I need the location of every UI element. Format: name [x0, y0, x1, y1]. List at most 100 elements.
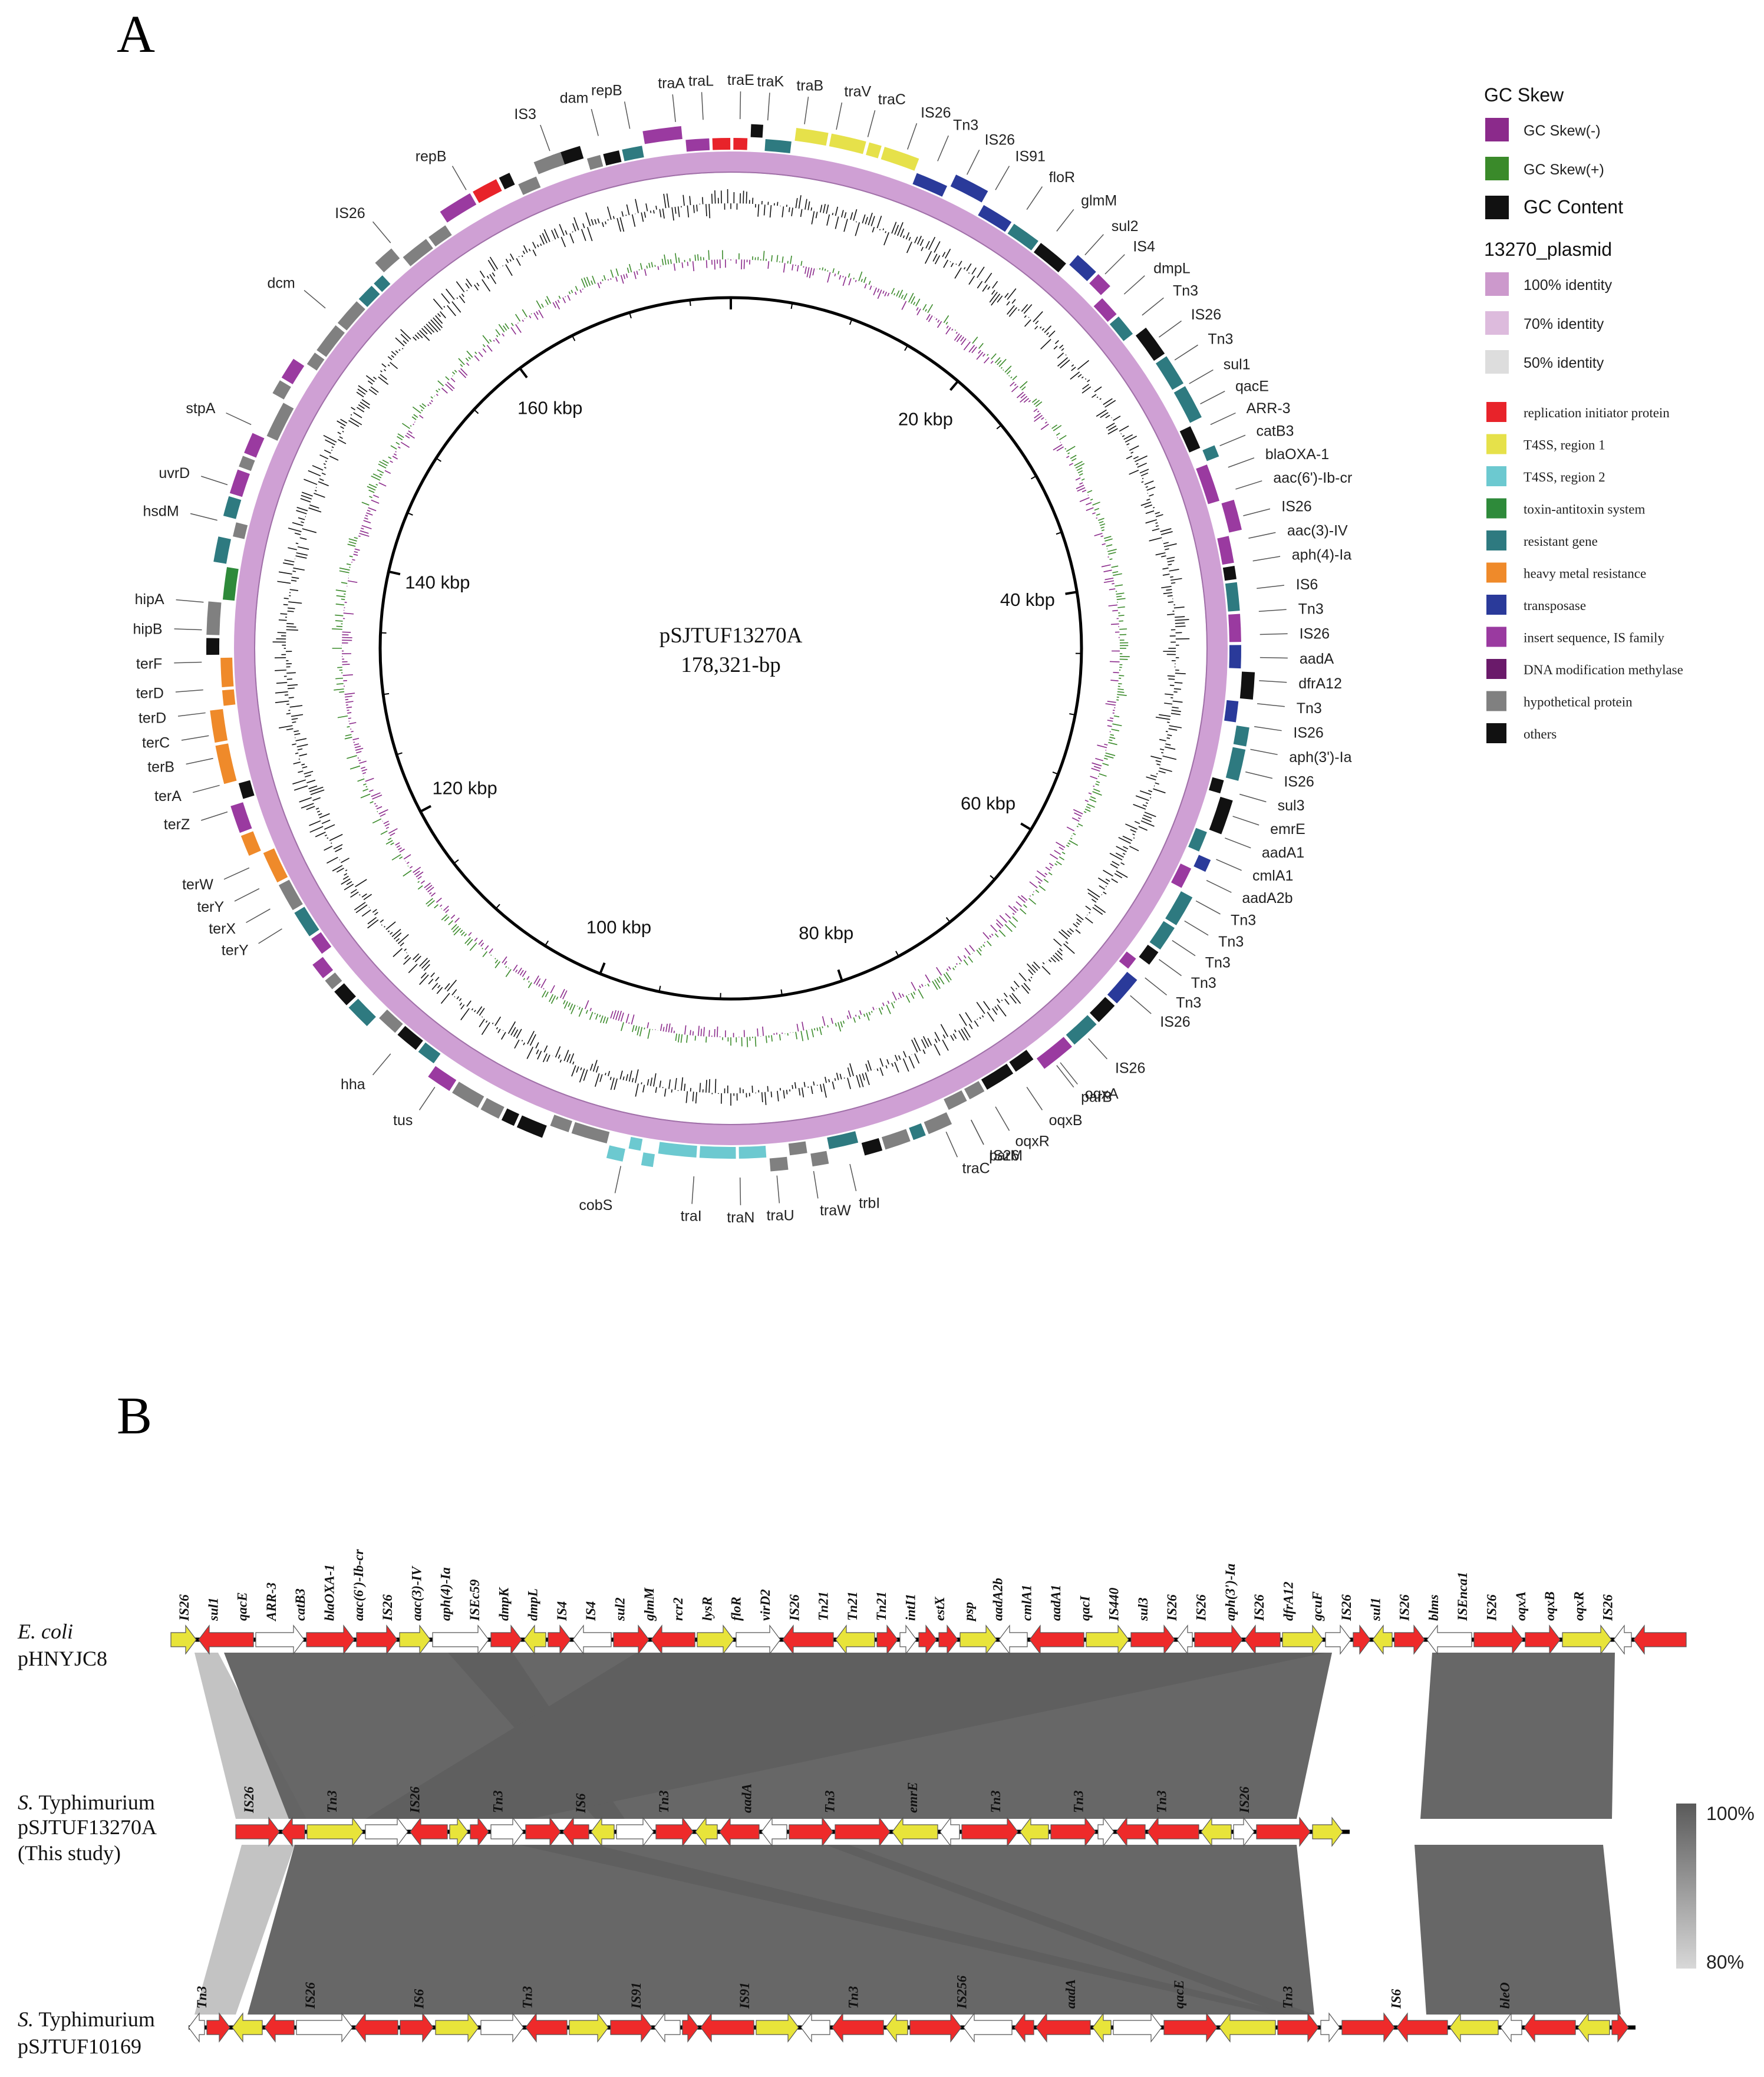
cds-segment: [978, 205, 1012, 232]
legend-label: heavy metal resistance: [1524, 566, 1646, 581]
cds-segment: [379, 1009, 403, 1033]
gc-skew-bar: [1112, 571, 1119, 573]
gene-leader: [1219, 434, 1246, 447]
gc-skew-bar: [1053, 444, 1063, 451]
gc-skew-bar: [426, 898, 433, 905]
gene-arrow: [356, 1624, 398, 1655]
gc-skew-bar: [413, 414, 418, 418]
gc-skew-bar: [943, 973, 950, 983]
gc-content-bar: [286, 703, 290, 705]
gc-skew-bar: [938, 976, 945, 985]
gc-content-bar: [291, 718, 298, 720]
gc-content-bar: [283, 562, 294, 566]
gc-content-bar: [309, 820, 321, 826]
gc-content-bar: [763, 205, 766, 216]
track-gene-label: IS26: [1485, 1594, 1499, 1621]
legend-swatch: [1485, 350, 1509, 374]
gc-skew-bar: [1037, 881, 1041, 884]
gc-content-bar: [542, 233, 548, 243]
gc-content-bar: [329, 833, 343, 841]
gc-skew-bar: [356, 751, 362, 754]
gc-skew-bar: [1090, 796, 1096, 799]
gc-skew-bar: [945, 327, 951, 335]
gc-content-bar: [443, 306, 446, 308]
gene-leader: [1145, 977, 1168, 995]
gc-content-bar: [856, 1075, 861, 1088]
gc-skew-bar: [927, 983, 930, 987]
gc-skew-bar: [417, 876, 422, 880]
gc-content-bar: [1153, 788, 1166, 794]
gc-content-bar: [965, 1012, 972, 1023]
gc-skew-bar: [1061, 852, 1066, 855]
gc-skew-bar: [367, 509, 371, 512]
gc-skew-bar: [378, 482, 387, 487]
gene-label: dfrA12: [1298, 675, 1342, 692]
gene-arrow: [1201, 1816, 1232, 1847]
gc-content-bar: [435, 977, 440, 982]
gc-skew-bar: [502, 333, 505, 337]
gc-skew-bar: [846, 1015, 849, 1020]
gene-arrow: [591, 1816, 615, 1847]
legend-swatch: [1486, 562, 1506, 583]
gc-skew-bar: [1097, 744, 1107, 749]
gene-label: repB: [416, 148, 447, 164]
gc-content-bar: [631, 1077, 634, 1083]
gc-skew-bar: [517, 322, 519, 324]
gc-content-bar: [1008, 307, 1017, 317]
gc-skew-bar: [937, 319, 940, 323]
track-gene-label: IS26: [1397, 1594, 1412, 1621]
gene-arrow: [1353, 1624, 1371, 1655]
cds-segment: [769, 1156, 789, 1172]
gc-skew-bar: [639, 1027, 643, 1037]
gc-content-bar: [430, 319, 441, 331]
legend-swatch: [1486, 659, 1506, 679]
gc-content-bar: [1165, 743, 1171, 746]
gc-content-bar: [899, 228, 905, 238]
gene-arrow: [264, 2012, 295, 2043]
gc-content-bar: [1040, 338, 1051, 350]
gc-content-bar: [283, 598, 289, 599]
gc-skew-bar: [352, 737, 360, 740]
gc-content-bar: [1089, 912, 1091, 914]
gc-skew-bar: [1071, 458, 1077, 461]
gc-content-bar: [1163, 542, 1169, 545]
gc-skew-bar: [937, 321, 942, 328]
gene-leader: [418, 1087, 436, 1110]
gc-skew-bar: [1004, 365, 1012, 373]
gc-skew-bar: [595, 1013, 599, 1020]
gc-content-bar: [1116, 846, 1127, 852]
gc-content-bar: [299, 537, 307, 540]
gc-content-bar: [919, 239, 924, 246]
gc-content-bar: [865, 1072, 870, 1086]
gc-skew-bar: [636, 271, 638, 275]
gc-skew-bar: [1076, 825, 1079, 827]
cds-segment: [733, 138, 748, 150]
gene-label: dam: [560, 90, 589, 107]
gene-arrow: [1029, 1624, 1084, 1655]
gc-content-bar: [423, 325, 433, 335]
gc-skew-bar: [922, 304, 927, 311]
gc-skew-bar: [714, 1028, 716, 1037]
gc-content-bar: [413, 953, 420, 960]
gc-content-bar: [914, 1037, 921, 1051]
gc-content-bar: [1149, 537, 1162, 542]
gene-leader: [1243, 508, 1271, 516]
gc-skew-bar: [919, 985, 921, 988]
kbp-label: 40 kbp: [1000, 589, 1055, 610]
cds-segment: [622, 146, 644, 161]
gc-skew-bar: [1048, 872, 1053, 876]
gc-content-bar: [363, 894, 372, 901]
track-gene-label: IS26: [1165, 1594, 1179, 1621]
gc-skew-bar: [368, 507, 377, 512]
gc-content-bar: [794, 1082, 797, 1089]
gene-label: terC: [142, 734, 170, 751]
cds-segment: [950, 174, 988, 203]
gc-skew-bar: [335, 604, 345, 606]
gc-content-bar: [855, 222, 860, 236]
gc-skew-bar: [692, 1031, 694, 1036]
gc-content-bar: [681, 1077, 684, 1091]
gene-label: sul3: [1278, 797, 1305, 814]
gc-skew-bar: [1074, 812, 1082, 817]
legend-label: GC Skew(+): [1524, 161, 1604, 178]
gc-content-bar: [992, 1008, 998, 1015]
